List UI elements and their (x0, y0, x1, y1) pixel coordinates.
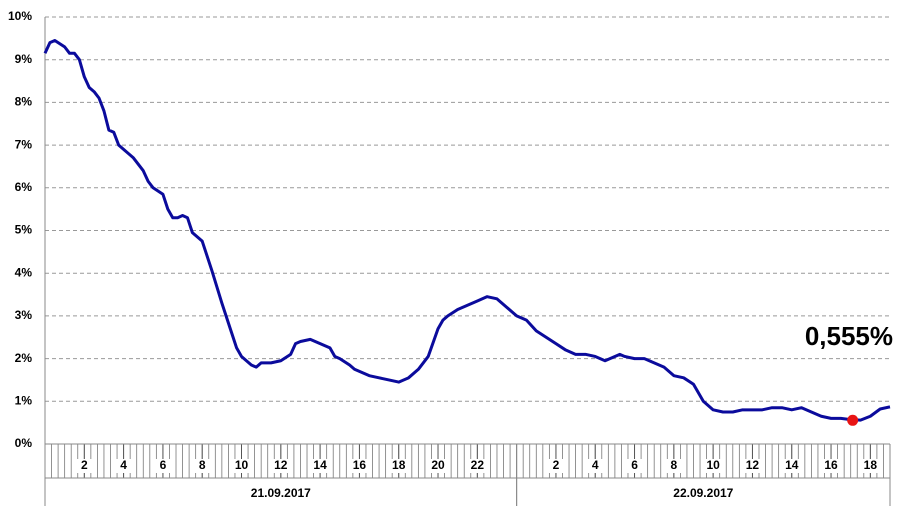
x-tick-label-bg (625, 459, 644, 473)
x-tick-label-bg (782, 459, 801, 473)
x-tick-label-bg (114, 459, 133, 473)
x-tick-label: 14 (785, 458, 799, 472)
x-tick-label-bg (546, 459, 565, 473)
x-tick-label-bg (232, 459, 251, 473)
highlight-label: 0,555% (805, 321, 893, 351)
x-tick-label: 12 (274, 458, 288, 472)
x-tick-label-bg (311, 459, 330, 473)
x-tick-label-bg (743, 459, 762, 473)
x-tick-label-bg (704, 459, 723, 473)
group-label: 22.09.2017 (673, 486, 733, 500)
group-label: 21.09.2017 (251, 486, 311, 500)
x-tick-label-bg (271, 459, 290, 473)
y-tick-label: 4% (15, 265, 33, 279)
x-tick-label-bg (429, 459, 448, 473)
y-tick-label: 7% (15, 137, 33, 151)
x-tick-label-bg (861, 459, 880, 473)
x-tick-label: 4 (120, 458, 127, 472)
x-tick-label: 6 (160, 458, 167, 472)
y-tick-label: 6% (15, 180, 33, 194)
x-tick-label: 6 (631, 458, 638, 472)
y-tick-label: 0% (15, 436, 33, 450)
x-tick-label: 22 (471, 458, 485, 472)
x-tick-label-bg (153, 459, 172, 473)
x-tick-label: 18 (864, 458, 878, 472)
y-tick-label: 9% (15, 52, 33, 66)
x-tick-label-bg (468, 459, 487, 473)
x-tick-label: 8 (670, 458, 677, 472)
x-tick-label: 20 (431, 458, 445, 472)
x-tick-label: 16 (353, 458, 367, 472)
x-tick-label: 2 (81, 458, 88, 472)
highlight-point (847, 414, 859, 426)
x-tick-label: 12 (746, 458, 760, 472)
y-tick-label: 3% (15, 308, 33, 322)
x-tick-label: 2 (553, 458, 560, 472)
x-tick-label: 14 (313, 458, 327, 472)
y-tick-label: 2% (15, 351, 33, 365)
y-tick-label: 8% (15, 95, 33, 109)
y-tick-label: 1% (15, 393, 33, 407)
y-tick-label: 5% (15, 223, 33, 237)
x-tick-label: 10 (706, 458, 720, 472)
x-tick-label-bg (193, 459, 212, 473)
x-tick-label-bg (350, 459, 369, 473)
data-line (43, 38, 891, 422)
x-tick-label-bg (664, 459, 683, 473)
x-tick-label-bg (389, 459, 408, 473)
x-tick-label: 18 (392, 458, 406, 472)
x-tick-label: 4 (592, 458, 599, 472)
x-tick-label-bg (822, 459, 841, 473)
x-tick-label-bg (586, 459, 605, 473)
x-tick-label: 8 (199, 458, 206, 472)
x-tick-label: 10 (235, 458, 249, 472)
x-tick-label: 16 (824, 458, 838, 472)
x-tick-label-bg (75, 459, 94, 473)
y-tick-label: 10% (8, 9, 32, 23)
